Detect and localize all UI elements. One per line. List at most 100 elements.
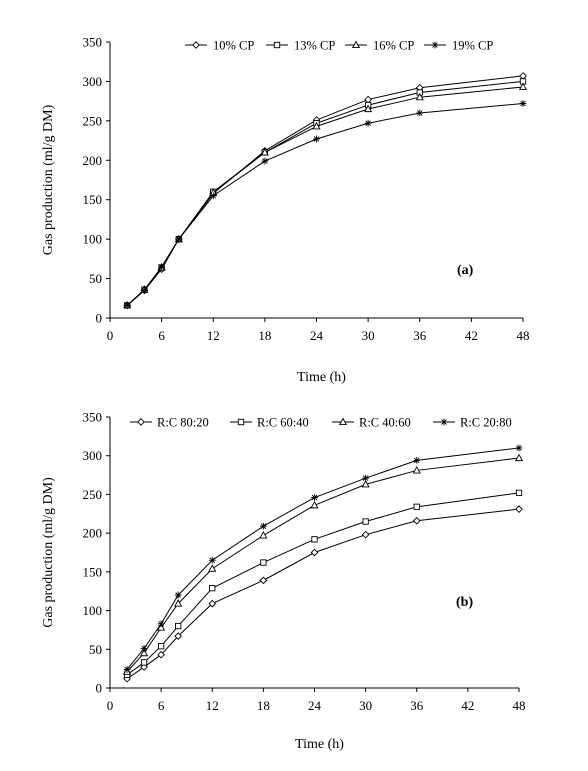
legend-item-b-2: R:C 60:40 <box>230 416 309 430</box>
data-point-b-1 <box>412 516 421 525</box>
legend-label-b-4: R:C 20:80 <box>460 416 512 430</box>
data-point-b-2 <box>260 559 267 566</box>
y-tick-label-a: 100 <box>83 232 103 247</box>
data-point-b-3 <box>259 531 268 539</box>
legend-item-a-3: 16% CP <box>345 39 414 53</box>
data-point-b-3 <box>412 465 421 474</box>
y-tick-label-b: 150 <box>83 564 103 579</box>
legend-item-b-1: R:C 80:20 <box>130 416 209 430</box>
y-tick-label-b: 0 <box>96 681 103 696</box>
data-point-b-4 <box>362 474 370 482</box>
x-tick-label-a: 6 <box>158 328 165 343</box>
data-point-b-2 <box>362 518 369 525</box>
y-tick-label-b: 350 <box>83 410 103 425</box>
data-point-b-1 <box>157 650 165 659</box>
x-tick-label-a: 48 <box>517 328 530 343</box>
legend-marker-a-1 <box>192 41 200 49</box>
panel-label-b: (b) <box>456 595 473 610</box>
data-point-b-2 <box>413 503 420 510</box>
x-axis-title-a: Time (h) <box>297 370 346 385</box>
x-tick-label-a: 42 <box>465 328 478 343</box>
x-tick-label-b: 0 <box>107 698 114 713</box>
chart-panel-b: 0 50 100 150 200 250 300 350 0 6 12 18 24 30 36 42 48 Tim… <box>41 410 526 753</box>
data-point-b-4 <box>208 556 216 564</box>
data-point-a-3 <box>364 104 373 113</box>
y-tick-label-a: 250 <box>83 113 103 128</box>
data-point-a-3 <box>260 147 269 156</box>
legend-label-a-1: 10% CP <box>213 39 254 53</box>
data-point-b-4 <box>157 620 165 628</box>
data-point-b-4 <box>123 666 131 673</box>
legend-item-a-2: 13% CP <box>266 39 335 53</box>
legend-label-b-1: R:C 80:20 <box>157 416 209 430</box>
x-axis-title-b: Time (h) <box>295 737 344 752</box>
data-point-b-2 <box>311 536 318 543</box>
legend-item-b-4: R:C 20:80 <box>433 416 512 430</box>
y-tick-label-a: 0 <box>96 311 103 326</box>
data-point-a-4 <box>261 157 269 165</box>
legend-item-a-4: 19% CP <box>424 39 493 53</box>
series-line-b-2 <box>126 492 520 676</box>
legend-marker-b-3 <box>338 417 348 426</box>
data-point-b-2 <box>515 489 523 497</box>
series-line-b-4 <box>126 447 520 670</box>
data-point-b-4 <box>140 645 148 652</box>
x-tick-label-b: 36 <box>410 698 424 713</box>
data-point-a-4 <box>519 100 527 107</box>
legend-marker-b-4 <box>440 418 448 426</box>
data-point-a-4 <box>123 301 131 309</box>
legend-label-b-3: R:C 40:60 <box>359 416 411 430</box>
y-tick-label-b: 50 <box>89 642 102 657</box>
y-tick-label-a: 350 <box>83 35 103 50</box>
data-point-b-1 <box>174 632 183 640</box>
legend-item-b-3: R:C 40:60 <box>332 416 411 430</box>
data-point-a-4 <box>364 119 372 127</box>
legend-label-b-2: R:C 60:40 <box>257 416 309 430</box>
x-tick-label-b: 42 <box>461 698 474 713</box>
y-tick-label-b: 250 <box>83 487 103 502</box>
data-point-a-4 <box>416 109 424 117</box>
data-point-b-4 <box>311 494 318 501</box>
x-tick-label-a: 24 <box>310 328 324 343</box>
data-point-b-2 <box>157 643 165 650</box>
legend-item-a-1: 10% CP <box>185 39 254 53</box>
data-point-b-3 <box>361 479 370 488</box>
y-tick-label-a: 300 <box>83 74 103 89</box>
series-line-b-3 <box>126 457 520 673</box>
legend-label-a-2: 13% CP <box>294 39 335 53</box>
x-tick-label-b: 30 <box>359 698 372 713</box>
y-tick-label-b: 100 <box>83 603 103 618</box>
x-tick-label-b: 18 <box>257 698 270 713</box>
data-point-a-4 <box>175 235 183 243</box>
data-point-b-1 <box>208 599 217 608</box>
y-axis-title-b: Gas production (ml/g DM) <box>41 477 56 628</box>
panel-label-a: (a) <box>457 263 474 278</box>
x-tick-label-b: 12 <box>206 698 219 713</box>
x-tick-label-a: 12 <box>207 328 220 343</box>
y-tick-label-b: 200 <box>83 526 103 541</box>
y-tick-label-b: 300 <box>83 448 103 463</box>
y-tick-label-a: 150 <box>83 192 103 207</box>
data-point-b-2 <box>175 622 182 630</box>
data-point-a-3 <box>518 82 528 90</box>
legend-marker-b-1 <box>137 418 145 426</box>
data-point-b-3 <box>514 453 524 462</box>
x-tick-label-b: 6 <box>158 698 165 713</box>
data-point-b-1 <box>310 548 319 557</box>
chart-panel-a: 0 50 100 150 200 250 300 350 0 6 12 18 24 30 36 42 48 Tim… <box>41 35 530 386</box>
data-point-b-3 <box>140 648 149 657</box>
data-point-b-1 <box>361 530 370 539</box>
data-point-b-1 <box>515 505 523 513</box>
y-tick-label-a: 200 <box>83 153 103 168</box>
legend-label-a-4: 19% CP <box>452 39 493 53</box>
data-point-b-2 <box>209 584 216 592</box>
data-point-b-1 <box>259 576 268 585</box>
series-line-b-1 <box>126 508 520 680</box>
data-point-a-3 <box>312 121 321 130</box>
data-point-a-3 <box>415 92 424 101</box>
data-point-b-3 <box>310 500 319 509</box>
legend-marker-a-2 <box>273 41 281 49</box>
y-axis-title-a: Gas production (ml/g DM) <box>41 104 56 255</box>
data-point-b-1 <box>140 663 148 671</box>
legend-marker-a-3 <box>351 40 361 49</box>
